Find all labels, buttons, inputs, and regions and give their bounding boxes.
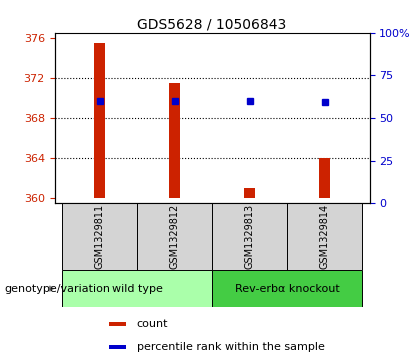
Text: count: count (137, 319, 168, 329)
Bar (109, 345, 126, 348)
Bar (212, 203, 287, 270)
Text: GSM1329811: GSM1329811 (94, 204, 105, 269)
Text: percentile rank within the sample: percentile rank within the sample (137, 342, 325, 352)
Title: GDS5628 / 10506843: GDS5628 / 10506843 (137, 17, 287, 32)
Bar (287, 203, 362, 270)
Bar (212, 270, 362, 307)
Text: wild type: wild type (112, 284, 163, 294)
Bar (109, 322, 126, 326)
Bar (169, 83, 180, 198)
Bar (62, 270, 212, 307)
Bar (137, 203, 212, 270)
Text: Rev-erbα knockout: Rev-erbα knockout (235, 284, 339, 294)
Text: GSM1329814: GSM1329814 (320, 204, 330, 269)
Bar (94, 43, 105, 198)
Text: GSM1329812: GSM1329812 (170, 204, 180, 269)
Bar (244, 188, 255, 198)
Bar (62, 203, 137, 270)
Bar (319, 158, 330, 198)
Text: genotype/variation: genotype/variation (4, 284, 110, 294)
Text: GSM1329813: GSM1329813 (244, 204, 255, 269)
